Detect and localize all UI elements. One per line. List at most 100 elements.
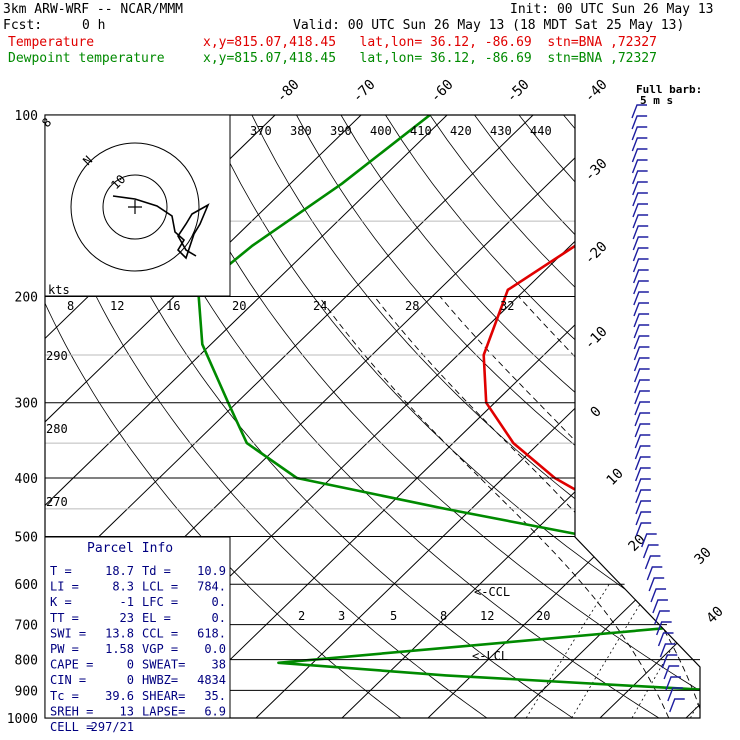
wind-barb <box>652 599 668 614</box>
wind-barb <box>635 489 651 504</box>
moist-adiabat-line <box>720 297 740 719</box>
parcel-row-value: 0 <box>127 673 134 687</box>
theta-label: 410 <box>410 124 432 138</box>
wind-barb <box>663 665 680 680</box>
dry-adiabat-line <box>429 115 700 718</box>
dry-adiabat-line <box>518 115 700 718</box>
wind-barb <box>654 610 670 625</box>
dry-adiabat-line <box>340 115 700 718</box>
temperature-trace <box>482 115 700 718</box>
wind-barb <box>669 698 685 713</box>
parcel-row-value: 13.8 <box>105 626 134 640</box>
parcel-row-label: CIN = <box>50 673 86 687</box>
pressure-label: 600 <box>15 578 38 593</box>
wind-barb <box>635 522 652 537</box>
dewpoint-legend-info: x,y=815.07,418.45 lat,lon= 36.12, -86.69… <box>203 51 657 66</box>
moist-adiabat-line <box>318 296 670 718</box>
wind-barb <box>634 456 651 471</box>
wind-barb <box>633 357 650 372</box>
temp-tick-label: 0 <box>588 404 605 421</box>
parcel-row-label: HWBZ= <box>142 673 178 687</box>
wind-barb <box>634 467 651 482</box>
isotherm-line <box>45 115 362 718</box>
mixing-ratio-label: 12 <box>480 609 494 623</box>
lcl-marker-label: <-LCL <box>472 649 508 663</box>
parcel-row-value: 618. <box>197 626 226 640</box>
parcel-row-value: 39.6 <box>105 689 134 703</box>
dewpoint-trace <box>196 115 700 718</box>
wind-barb <box>631 104 647 119</box>
wind-barb <box>632 236 649 251</box>
wind-barb <box>657 632 674 647</box>
wind-barb <box>632 225 649 240</box>
dry-adiabat-line <box>296 115 700 718</box>
wind-barb <box>631 137 648 152</box>
pressure-label: 700 <box>15 619 38 634</box>
theta-label: 370 <box>250 124 272 138</box>
temp-tick-label: -60 <box>428 77 457 106</box>
wind-barb <box>634 434 651 449</box>
parcel-row-value: 1.58 <box>105 642 134 656</box>
hodograph-ring-outer <box>70 142 200 272</box>
wind-legend-label: Full barb: <box>636 83 702 96</box>
parcel-row-label: SWI = <box>50 626 86 640</box>
parcel-row-value: 18.7 <box>105 564 134 578</box>
isotherm-line <box>685 115 700 718</box>
wind-barb <box>633 324 650 339</box>
parcel-row-value: 35. <box>204 689 226 703</box>
parcel-row-value: 4834 <box>197 673 226 687</box>
wind-barb <box>632 214 649 229</box>
parcel-row-value: 38 <box>212 658 226 672</box>
wind-barb <box>633 280 649 295</box>
theta-label: 440 <box>530 124 552 138</box>
moist-adiabat-line <box>518 296 700 718</box>
moist-adiabat-label: 20 <box>232 299 246 313</box>
wind-barb <box>665 676 682 691</box>
pressure-label: 200 <box>15 291 38 306</box>
parcel-row-value: 10.9 <box>197 564 226 578</box>
parcel-row-value: 297/21 <box>91 720 134 734</box>
temp-tick-label: -30 <box>582 156 611 185</box>
wind-barb <box>632 192 648 207</box>
wind-barb <box>633 346 650 361</box>
parcel-row-label: CELL = <box>50 720 93 734</box>
parcel-row-label: K = <box>50 595 72 609</box>
wind-barb <box>648 577 665 592</box>
temperature-legend-info: x,y=815.07,418.45 lat,lon= 36.12, -86.69… <box>203 35 657 50</box>
parcel-row-label: PW = <box>50 642 79 656</box>
parcel-row-label: CAPE = <box>50 658 93 672</box>
theta-label: 380 <box>290 124 312 138</box>
parcel-row-label: LCL = <box>142 580 178 594</box>
temperature-legend-name: Temperature <box>8 35 95 50</box>
mixing-ratio-line <box>571 583 653 718</box>
wind-barb <box>631 148 648 163</box>
ccl-marker-label: <-CCL <box>474 585 510 599</box>
pressure-label: 300 <box>15 397 38 412</box>
parcel-row-value: 784. <box>197 580 226 594</box>
valid-time: Valid: 00 UTC Sun 26 May 13 (18 MDT Sat … <box>293 18 685 33</box>
temp-tick-label: 40 <box>704 604 727 627</box>
wind-barb <box>634 412 651 427</box>
temp-tick-label: -10 <box>582 324 611 353</box>
parcel-row-label: EL = <box>142 611 171 625</box>
wind-barb <box>635 500 651 515</box>
dry-adiabat-side-label: 280 <box>46 422 68 436</box>
parcel-row-value: 6.9 <box>204 704 226 718</box>
dry-adiabat-line <box>162 115 700 718</box>
wind-barb <box>632 203 648 218</box>
wind-barb <box>632 181 648 196</box>
parcel-row-label: Td = <box>142 564 171 578</box>
fcst-label: Fcst: <box>3 18 43 33</box>
model-title: 3km ARW-WRF -- NCAR/MMM <box>3 2 184 17</box>
dry-adiabat-line <box>385 115 700 718</box>
wind-barb <box>646 566 663 581</box>
wind-barb <box>633 302 649 317</box>
moist-adiabat-label: 16 <box>166 299 180 313</box>
dry-adiabat-side-label: 270 <box>46 495 68 509</box>
parcel-row-value: 23 <box>120 611 134 625</box>
isotherm-line <box>599 115 700 718</box>
wind-barb <box>634 423 651 438</box>
temp-tick-label: -20 <box>582 239 611 268</box>
